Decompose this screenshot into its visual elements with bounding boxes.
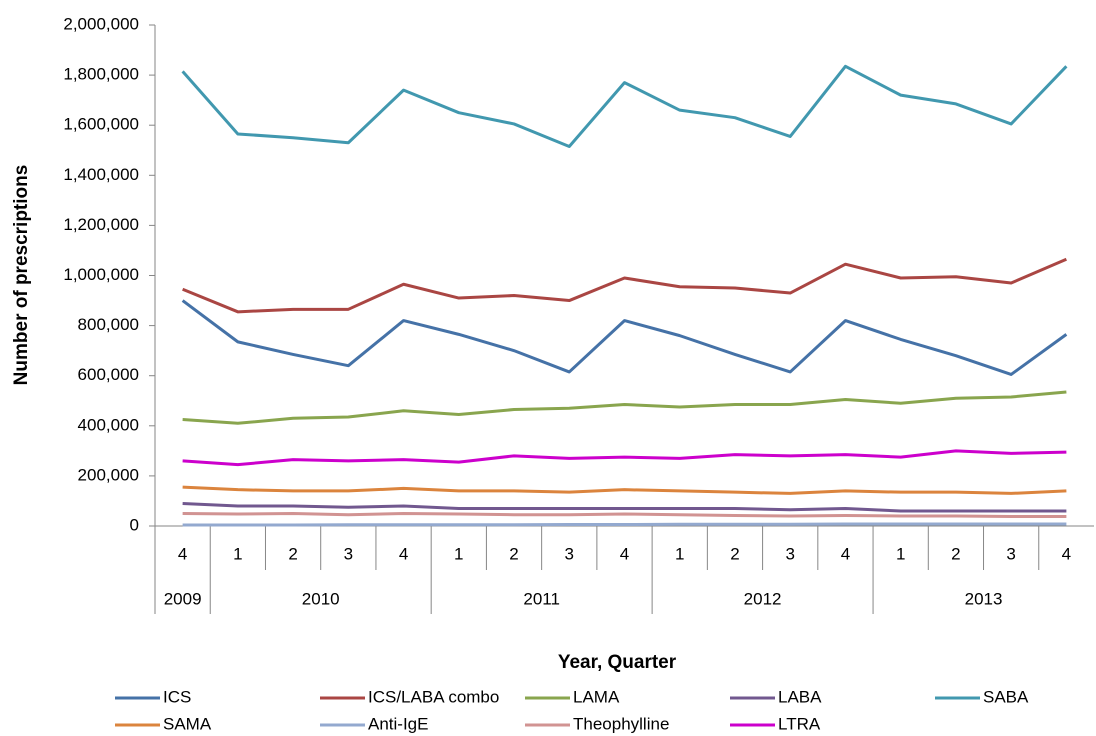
x-tick-label: 4: [620, 544, 629, 563]
x-tick-label: 2: [288, 544, 297, 563]
series-line: [181, 299, 1068, 376]
legend-label: Anti-IgE: [368, 714, 428, 733]
y-tick-label: 1,400,000: [63, 165, 139, 184]
legend-label: LABA: [778, 687, 822, 706]
y-tick-label: 2,000,000: [63, 14, 139, 33]
legend-label: SAMA: [163, 714, 212, 733]
x-tick-label: 3: [344, 544, 353, 563]
x-tick-label: 4: [399, 544, 408, 563]
x-tick-label: 4: [178, 544, 187, 563]
year-label: 2011: [523, 589, 560, 608]
x-tick-label: 1: [454, 544, 463, 563]
y-axis-title: Number of prescriptions: [11, 165, 32, 386]
series-line: [182, 522, 1067, 527]
y-tick-label: 1,800,000: [63, 65, 139, 84]
x-tick-label: 2: [730, 544, 739, 563]
x-tick-label: 4: [841, 544, 850, 563]
series-line: [182, 257, 1067, 314]
x-tick-label: 2: [951, 544, 960, 563]
y-tick-label: 200,000: [78, 465, 139, 484]
legend-label: SABA: [983, 687, 1029, 706]
series-line: [181, 64, 1068, 148]
y-tick-label: 800,000: [78, 315, 139, 334]
series-line: [182, 501, 1067, 513]
x-tick-label: 3: [785, 544, 794, 563]
year-label: 2012: [744, 589, 782, 608]
series-line: [182, 485, 1067, 495]
x-tick-label: 2: [509, 544, 518, 563]
x-tick-label: 1: [233, 544, 242, 563]
legend-label: LTRA: [778, 714, 821, 733]
legend-label: ICS: [163, 687, 191, 706]
year-label: 2009: [164, 589, 202, 608]
x-tick-label: 3: [1006, 544, 1015, 563]
legend-label: ICS/LABA combo: [368, 687, 499, 706]
series-line: [182, 390, 1067, 425]
series-line: [182, 449, 1067, 467]
legend-label: Theophylline: [573, 714, 669, 733]
y-tick-label: 400,000: [78, 415, 139, 434]
x-tick-label: 3: [565, 544, 574, 563]
year-label: 2010: [302, 589, 340, 608]
y-tick-label: 1,200,000: [63, 215, 139, 234]
series-line: [182, 511, 1067, 518]
x-tick-label: 1: [675, 544, 684, 563]
x-axis-title: Year, Quarter: [558, 652, 677, 673]
y-tick-label: 600,000: [78, 365, 139, 384]
year-label: 2013: [965, 589, 1003, 608]
x-tick-label: 1: [896, 544, 905, 563]
y-tick-label: 1,000,000: [63, 265, 139, 284]
legend-label: LAMA: [573, 687, 620, 706]
y-tick-label: 0: [130, 515, 139, 534]
y-tick-label: 1,600,000: [63, 115, 139, 134]
x-tick-label: 4: [1062, 544, 1071, 563]
